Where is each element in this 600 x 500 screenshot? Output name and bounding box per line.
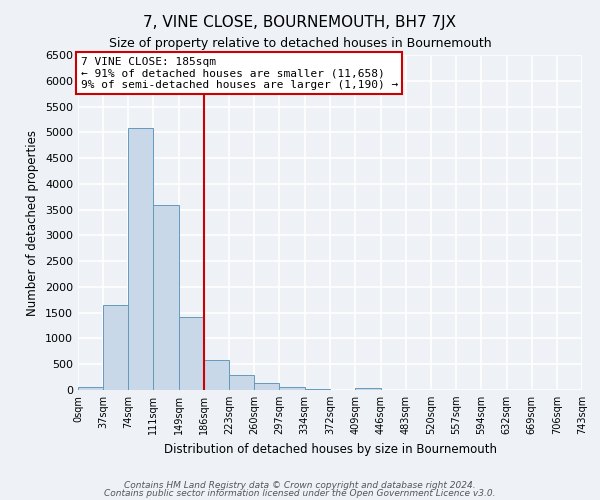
Text: 7, VINE CLOSE, BOURNEMOUTH, BH7 7JX: 7, VINE CLOSE, BOURNEMOUTH, BH7 7JX [143,15,457,30]
Bar [280,387,305,390]
Bar [179,317,204,390]
Bar [355,388,380,390]
Text: Size of property relative to detached houses in Bournemouth: Size of property relative to detached ho… [109,38,491,51]
Bar [78,388,103,390]
Bar [229,374,254,390]
Bar [153,206,179,390]
Bar [128,128,153,390]
Bar [305,389,331,390]
Text: 7 VINE CLOSE: 185sqm
← 91% of detached houses are smaller (11,658)
9% of semi-de: 7 VINE CLOSE: 185sqm ← 91% of detached h… [80,56,398,90]
Y-axis label: Number of detached properties: Number of detached properties [26,130,40,316]
Text: Contains HM Land Registry data © Crown copyright and database right 2024.: Contains HM Land Registry data © Crown c… [124,480,476,490]
Bar [103,306,128,390]
Text: Contains public sector information licensed under the Open Government Licence v3: Contains public sector information licen… [104,489,496,498]
X-axis label: Distribution of detached houses by size in Bournemouth: Distribution of detached houses by size … [163,442,497,456]
Bar [204,360,229,390]
Bar [254,382,280,390]
